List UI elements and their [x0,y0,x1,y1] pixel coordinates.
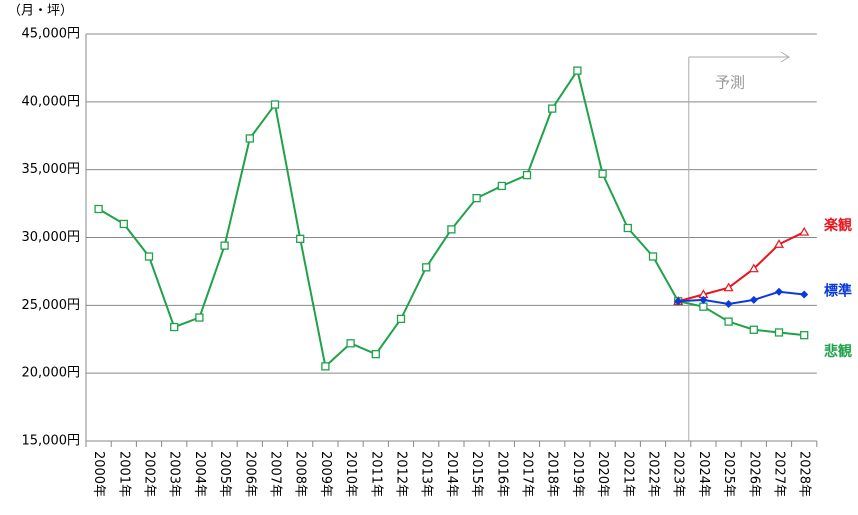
x-tick-label: 2007年 [268,451,283,497]
series-line [98,68,805,369]
x-tick-label: 2005年 [217,451,232,497]
marker [422,263,431,272]
marker [749,325,758,334]
x-tick-label: 2014年 [444,451,459,497]
marker [296,234,305,244]
marker [800,290,809,299]
x-tick-label: 2013年 [419,451,434,497]
x-tick-label: 2017年 [520,451,535,497]
x-tick-label: 2024年 [696,451,711,497]
x-tick-label: 2026年 [746,451,761,497]
marker [321,362,330,371]
series-line [677,231,805,303]
x-tick-label: 2022年 [646,451,661,497]
x-tick-label: 2016年 [494,451,509,497]
x-tick-label: 2018年 [545,451,560,497]
marker [245,134,254,143]
marker [723,282,734,292]
x-tick-label: 2011年 [368,451,383,497]
series-label: 悲観 [824,343,852,360]
x-tick-label: 2028年 [797,451,812,497]
x-tick-label: 2021年 [620,451,635,497]
x-tick-label: 2023年 [671,451,686,497]
marker [724,299,733,308]
marker [775,287,783,296]
x-tick-label: 2004年 [192,451,207,497]
x-tick-label: 2001年 [116,451,131,497]
x-tick-label: 2027年 [772,451,787,497]
y-tick-label: 30,000円 [22,230,81,245]
x-tick-label: 2025年 [721,451,736,497]
marker [699,302,708,311]
x-tick-label: 2003年 [167,451,182,497]
marker [548,104,557,113]
marker [396,314,406,324]
marker [748,263,759,273]
marker [699,295,708,304]
marker [195,313,204,322]
marker [346,339,355,348]
marker [447,225,456,234]
marker [573,66,582,75]
x-tick-label: 2002年 [142,451,157,497]
y-tick-label: 15,000円 [22,434,81,449]
marker [522,170,532,180]
marker [170,322,179,332]
forecast-label: 予測 [715,74,745,92]
x-tick-label: 2006年 [242,451,257,497]
marker [144,252,154,261]
marker [724,317,733,326]
x-tick-label: 2009年 [318,451,333,497]
y-tick-label: 45,000円 [22,27,81,42]
x-tick-label: 2010年 [343,451,358,497]
marker [648,252,658,261]
x-tick-label: 2019年 [570,451,585,497]
x-tick-label: 2015年 [469,451,484,497]
marker [773,239,785,248]
unit-label: （月・坪） [8,4,73,19]
marker [749,295,758,304]
marker [220,241,229,250]
marker [774,328,784,337]
forecast-arrowhead [780,51,790,63]
marker [799,226,810,236]
marker [623,223,632,233]
x-tick-label: 2012年 [394,451,409,497]
marker [270,100,280,109]
marker [598,169,607,178]
marker [800,331,809,340]
marker [472,194,481,203]
series-line [678,290,805,305]
x-tick-label: 2008年 [293,451,308,497]
marker [371,350,380,359]
y-tick-label: 35,000円 [22,162,81,177]
series-label: 楽観 [823,217,852,234]
marker [674,297,683,306]
marker [497,181,506,191]
series-label: 標準 [824,282,852,299]
x-tick-label: 2000年 [91,451,106,497]
marker [94,204,103,214]
x-tick-label: 2020年 [595,451,610,497]
y-tick-label: 20,000円 [22,366,81,381]
y-tick-label: 25,000円 [22,298,81,313]
marker [119,219,128,229]
y-tick-label: 40,000円 [22,94,81,109]
